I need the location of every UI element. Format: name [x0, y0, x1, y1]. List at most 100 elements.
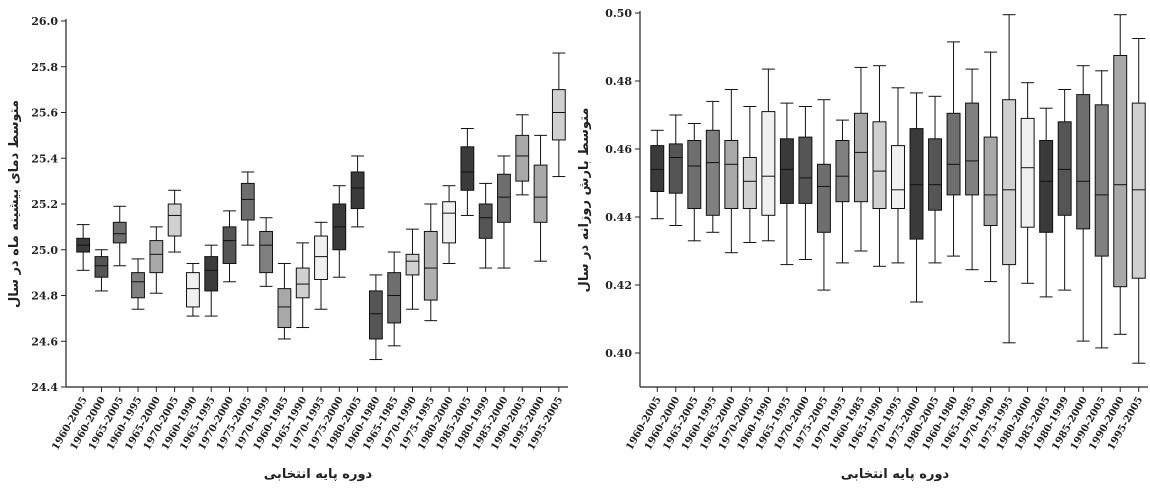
box-iqr [965, 102, 980, 196]
box-iqr [423, 230, 438, 301]
box-iqr [533, 164, 548, 223]
chart-max-temperature: 24.424.624.825.025.225.425.625.826.01960… [7, 15, 568, 482]
box-iqr [1094, 104, 1109, 257]
box-item [551, 52, 566, 178]
box-item [259, 217, 274, 287]
box-iqr [872, 121, 887, 209]
box-item [1002, 14, 1017, 344]
box-iqr [1076, 94, 1091, 230]
box-item [742, 106, 757, 243]
box-iqr [1039, 140, 1054, 233]
y-tick-label: 25.2 [31, 198, 58, 211]
box-iqr [259, 230, 274, 274]
box-iqr [405, 253, 420, 276]
box-item [928, 95, 943, 264]
box-item [277, 262, 292, 340]
box-item [946, 41, 961, 257]
box-item [76, 224, 91, 271]
box-iqr [350, 171, 365, 210]
box-iqr [240, 182, 255, 221]
box-item [891, 87, 905, 264]
box-item [442, 185, 456, 264]
box-item [515, 114, 530, 196]
box-iqr [167, 203, 182, 237]
box-iqr [131, 272, 145, 299]
box-item [1057, 89, 1072, 291]
box-iqr [368, 290, 383, 340]
box-iqr [387, 272, 402, 324]
box-item [94, 249, 109, 292]
box-item [909, 92, 924, 303]
box-iqr [515, 134, 530, 182]
box-item [350, 155, 365, 228]
box-iqr [724, 140, 739, 209]
box-item [1039, 107, 1054, 298]
box-item [387, 251, 402, 347]
box-item [149, 226, 164, 294]
box-iqr [442, 201, 456, 244]
box-iqr [928, 138, 943, 211]
box-item [368, 274, 383, 361]
box-item [1131, 38, 1146, 364]
box-iqr [1131, 102, 1146, 279]
box-iqr [798, 136, 813, 204]
box-iqr [983, 136, 998, 227]
box-item [724, 89, 739, 254]
box-item [167, 189, 182, 253]
box-iqr [314, 235, 328, 280]
box-item [835, 119, 850, 264]
box-iqr [1002, 99, 1017, 266]
box-iqr [551, 89, 566, 141]
chart-daily-precipitation: 0.400.420.440.460.480.501960-20051960-20… [577, 7, 1148, 482]
y-tick-label: 25.8 [31, 61, 58, 74]
x-axis-title: دوره پایه انتخابی [264, 467, 373, 482]
box-iqr [295, 267, 310, 299]
box-item [240, 171, 255, 246]
y-tick-label: 26.0 [31, 15, 58, 28]
y-tick-label: 24.8 [31, 290, 58, 303]
box-iqr [112, 221, 127, 244]
box-iqr [1057, 121, 1072, 216]
box-iqr [149, 240, 164, 274]
box-item [314, 221, 328, 310]
box-iqr [946, 112, 961, 196]
box-item [478, 182, 493, 269]
box-item [1020, 82, 1035, 284]
box-item [761, 68, 776, 242]
y-tick-label: 25.6 [31, 107, 58, 120]
box-item [497, 155, 511, 269]
box-iqr [222, 226, 237, 264]
box-item [131, 258, 145, 310]
box-item [872, 65, 887, 267]
y-tick-label: 0.42 [605, 279, 632, 292]
box-iqr [705, 129, 720, 216]
box-iqr [277, 288, 292, 329]
box-item [650, 129, 665, 220]
box-item [405, 228, 420, 310]
box-item [779, 102, 794, 266]
y-tick-label: 0.40 [605, 347, 632, 360]
box-item [1094, 70, 1109, 349]
box-iqr [1113, 55, 1128, 288]
box-iqr [478, 203, 493, 239]
box-item [186, 262, 200, 317]
box-item [204, 244, 219, 317]
box-iqr [94, 256, 109, 278]
box-item [798, 106, 813, 260]
box-item [983, 51, 998, 283]
box-iqr [816, 163, 831, 233]
y-tick-label: 0.44 [605, 211, 632, 224]
box-iqr [204, 256, 219, 292]
box-item [965, 68, 980, 271]
box-iqr [1020, 117, 1035, 228]
y-axis-title: متوسط بارش روزانه در سال [577, 108, 592, 293]
y-tick-label: 24.4 [31, 381, 58, 394]
box-item [460, 128, 475, 216]
box-item [222, 210, 237, 283]
box-iqr [909, 128, 924, 240]
box-item [853, 66, 868, 252]
y-tick-label: 0.48 [605, 75, 632, 88]
box-iqr [650, 145, 665, 193]
box-item [295, 242, 310, 329]
